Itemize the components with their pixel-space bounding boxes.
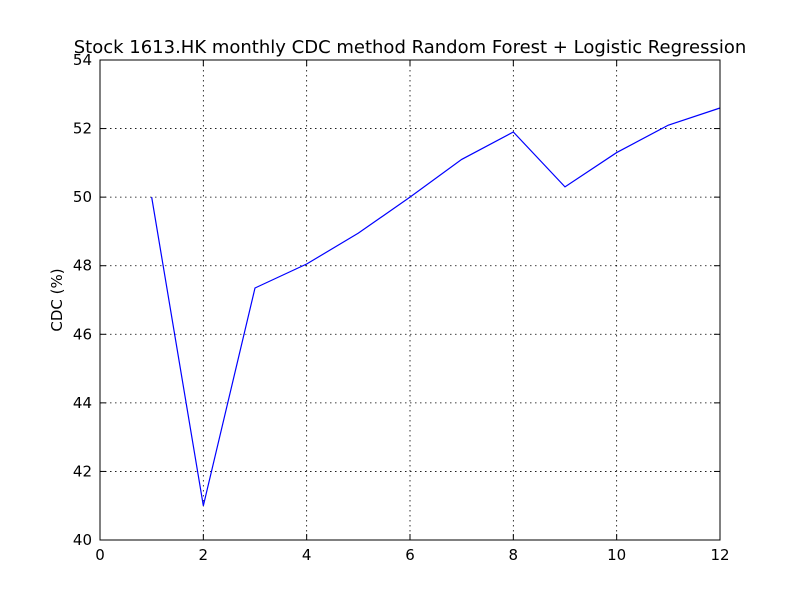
y-tick-label: 46: [73, 325, 92, 343]
chart-title: Stock 1613.HK monthly CDC method Random …: [74, 37, 747, 58]
y-axis-label: CDC (%): [48, 268, 66, 331]
y-tick-label: 52: [73, 120, 92, 138]
x-tick-label: 12: [710, 546, 729, 564]
x-tick-label: 0: [95, 546, 105, 564]
y-tick-label: 48: [73, 257, 92, 275]
y-tick-label: 40: [73, 531, 92, 549]
x-tick-label: 10: [607, 546, 626, 564]
x-tick-label: 8: [509, 546, 519, 564]
y-tick-label: 44: [73, 394, 92, 412]
grid: [99, 59, 721, 541]
y-tick-label: 50: [73, 188, 92, 206]
y-tick-label: 54: [73, 51, 92, 69]
series-line: [151, 107, 721, 506]
series-layer: [151, 107, 721, 506]
x-tick-label: 2: [199, 546, 209, 564]
x-tick-label: 6: [405, 546, 415, 564]
x-tick-label: 4: [302, 546, 312, 564]
y-tick-label: 42: [73, 462, 92, 480]
